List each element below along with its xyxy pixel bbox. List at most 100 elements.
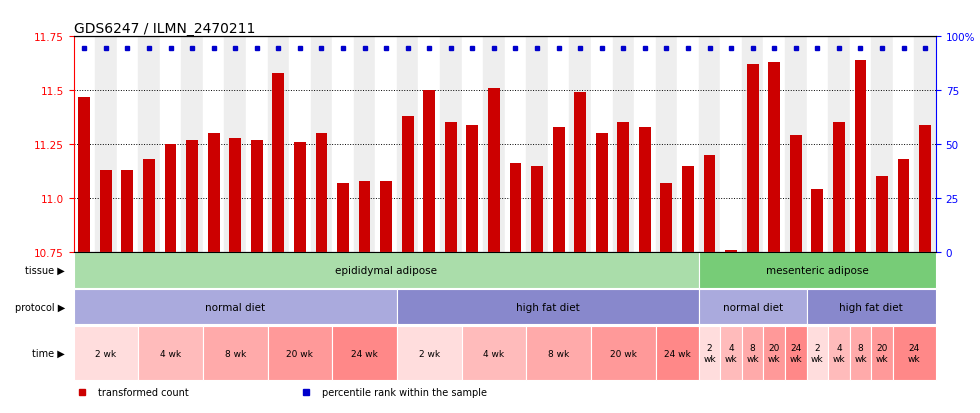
- Bar: [763, 37, 785, 252]
- Bar: [423, 91, 435, 252]
- Text: percentile rank within the sample: percentile rank within the sample: [321, 387, 487, 397]
- Bar: [332, 37, 354, 252]
- Bar: [526, 326, 591, 380]
- Bar: [893, 37, 914, 252]
- Bar: [268, 37, 289, 252]
- Bar: [919, 125, 931, 252]
- Bar: [617, 123, 629, 252]
- Bar: [311, 37, 332, 252]
- Bar: [720, 37, 742, 252]
- Bar: [138, 326, 203, 380]
- Bar: [893, 326, 936, 380]
- Bar: [699, 37, 720, 252]
- Text: high fat diet: high fat diet: [839, 302, 904, 312]
- Bar: [160, 37, 181, 252]
- Bar: [74, 253, 699, 288]
- Bar: [639, 128, 651, 252]
- Text: mesenteric adipose: mesenteric adipose: [766, 266, 868, 275]
- Bar: [828, 326, 850, 380]
- Bar: [246, 37, 268, 252]
- Bar: [574, 93, 586, 252]
- Bar: [272, 74, 284, 252]
- Text: 8 wk: 8 wk: [224, 349, 246, 358]
- Bar: [596, 134, 608, 252]
- Bar: [898, 160, 909, 252]
- Bar: [380, 181, 392, 252]
- Bar: [682, 166, 694, 252]
- Bar: [462, 37, 483, 252]
- Bar: [268, 326, 332, 380]
- Bar: [742, 37, 763, 252]
- Bar: [720, 326, 742, 380]
- Bar: [768, 63, 780, 252]
- Bar: [591, 37, 612, 252]
- Text: 4 wk: 4 wk: [160, 349, 181, 358]
- Text: transformed count: transformed count: [98, 387, 188, 397]
- Text: 8 wk: 8 wk: [548, 349, 569, 358]
- Bar: [397, 326, 462, 380]
- Bar: [510, 164, 521, 252]
- Bar: [224, 37, 246, 252]
- Bar: [855, 61, 866, 252]
- Text: 24 wk: 24 wk: [351, 349, 378, 358]
- Bar: [74, 290, 397, 325]
- Bar: [251, 140, 263, 252]
- Text: GDS6247 / ILMN_2470211: GDS6247 / ILMN_2470211: [74, 22, 255, 36]
- Bar: [117, 37, 138, 252]
- Text: 24 wk: 24 wk: [663, 349, 691, 358]
- Bar: [402, 117, 414, 252]
- Bar: [122, 171, 133, 252]
- Text: 24
wk: 24 wk: [908, 344, 920, 363]
- Bar: [138, 37, 160, 252]
- Bar: [337, 183, 349, 252]
- Bar: [78, 97, 90, 252]
- Bar: [165, 145, 176, 252]
- Text: 8
wk: 8 wk: [855, 344, 866, 363]
- Bar: [677, 37, 699, 252]
- Bar: [807, 326, 828, 380]
- Bar: [661, 183, 672, 252]
- Text: 20 wk: 20 wk: [286, 349, 314, 358]
- Bar: [785, 37, 807, 252]
- Bar: [483, 37, 505, 252]
- Bar: [699, 290, 807, 325]
- Bar: [440, 37, 462, 252]
- Bar: [828, 37, 850, 252]
- Bar: [359, 181, 370, 252]
- Text: 20 wk: 20 wk: [610, 349, 637, 358]
- Bar: [591, 326, 656, 380]
- Text: time ▶: time ▶: [32, 348, 65, 358]
- Bar: [850, 37, 871, 252]
- Text: high fat diet: high fat diet: [515, 302, 580, 312]
- Bar: [914, 37, 936, 252]
- Bar: [704, 155, 715, 252]
- Bar: [763, 326, 785, 380]
- Bar: [181, 37, 203, 252]
- Bar: [807, 290, 936, 325]
- Bar: [418, 37, 440, 252]
- Bar: [203, 37, 224, 252]
- Text: 2
wk: 2 wk: [704, 344, 715, 363]
- Bar: [332, 326, 397, 380]
- Bar: [397, 290, 699, 325]
- Bar: [186, 140, 198, 252]
- Bar: [375, 37, 397, 252]
- Text: 4
wk: 4 wk: [725, 344, 737, 363]
- Bar: [143, 160, 155, 252]
- Bar: [656, 37, 677, 252]
- Bar: [811, 190, 823, 252]
- Text: normal diet: normal diet: [205, 302, 266, 312]
- Text: 4 wk: 4 wk: [483, 349, 505, 358]
- Text: normal diet: normal diet: [722, 302, 783, 312]
- Bar: [445, 123, 457, 252]
- Bar: [100, 171, 112, 252]
- Bar: [505, 37, 526, 252]
- Bar: [462, 326, 526, 380]
- Bar: [294, 142, 306, 252]
- Bar: [553, 128, 564, 252]
- Bar: [316, 134, 327, 252]
- Bar: [656, 326, 699, 380]
- Bar: [466, 125, 478, 252]
- Bar: [634, 37, 656, 252]
- Bar: [203, 326, 268, 380]
